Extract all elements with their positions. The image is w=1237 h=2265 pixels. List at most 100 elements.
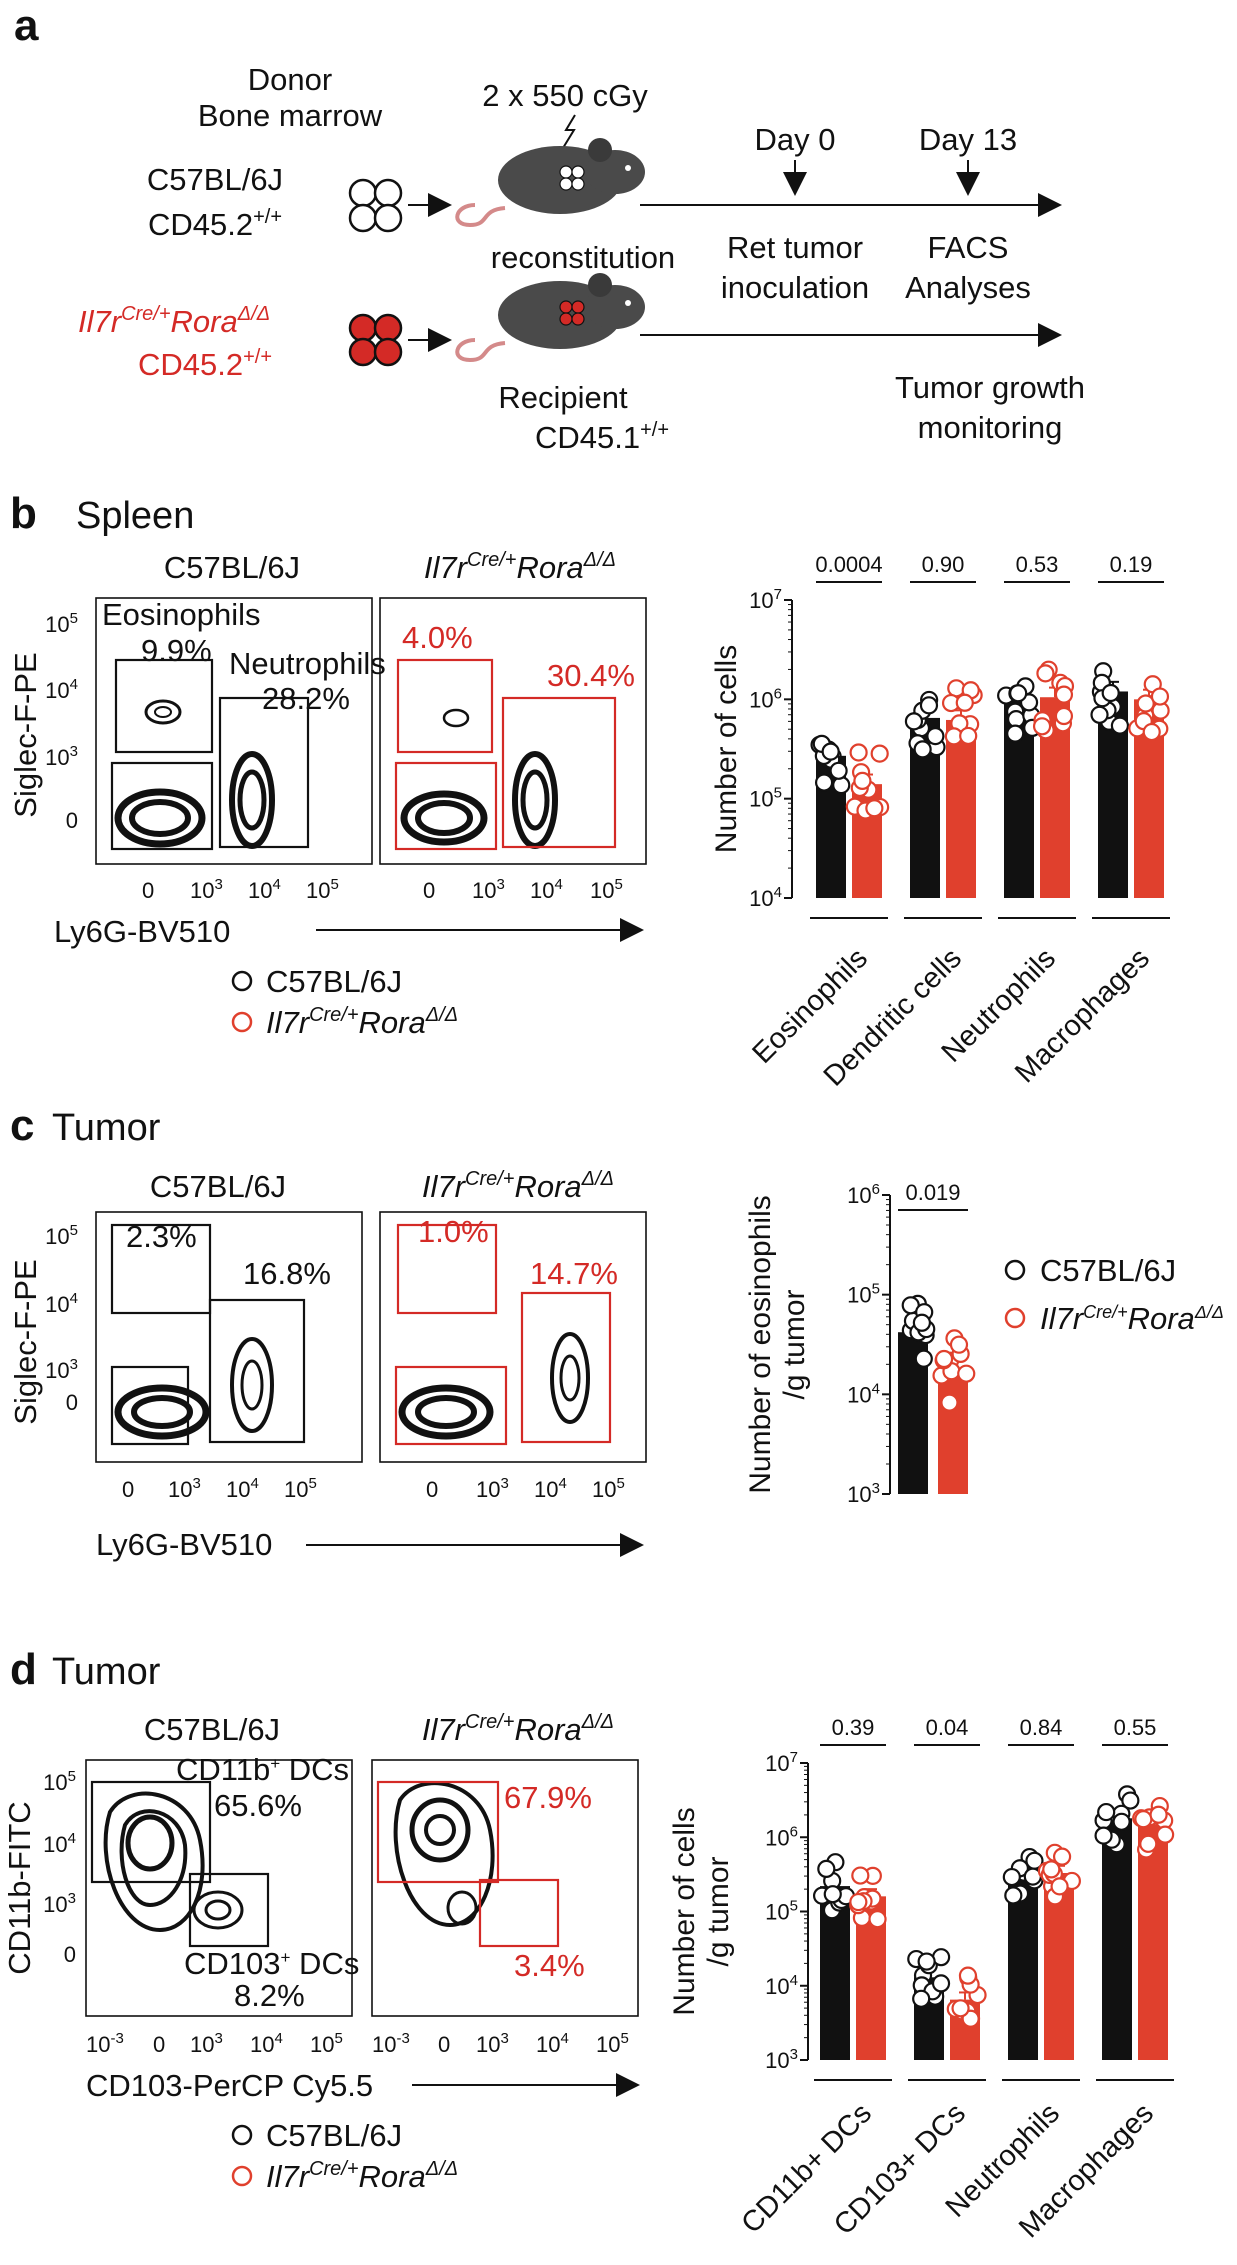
data-point xyxy=(1050,1877,1069,1896)
growth-label-2: monitoring xyxy=(918,410,1063,445)
pvalue-label: 0.019 xyxy=(905,1180,960,1205)
c-ylabel: Siglec-F-PE xyxy=(8,1259,43,1424)
c-wt-eos-gate xyxy=(110,1223,212,1315)
y-tick-label: 105 xyxy=(847,1281,880,1308)
data-point xyxy=(870,744,889,763)
c-wt-title: C57BL/6J xyxy=(150,1169,286,1204)
bar xyxy=(938,1371,968,1494)
donor-label-1: Donor xyxy=(248,62,332,97)
b-ytick: 104 xyxy=(45,676,78,703)
data-point xyxy=(1002,1867,1021,1887)
y-tick-label: 107 xyxy=(765,1749,798,1776)
data-point xyxy=(1090,705,1109,724)
b-ylabel: Siglec-F-PE xyxy=(8,652,43,817)
ret-label-1: Ret tumor xyxy=(727,230,863,265)
c-xtick: 105 xyxy=(592,1475,625,1502)
d-ko-cd11b-pct: 67.9% xyxy=(504,1780,592,1815)
y-axis-label: Number of eosinophils xyxy=(744,1195,777,1494)
b-ko-eos-pct: 4.0% xyxy=(402,620,473,655)
b-ytick: 105 xyxy=(45,610,78,637)
d-xtick: 10-3 xyxy=(86,2030,124,2057)
b-ko-contours xyxy=(400,708,558,849)
d-xticks: 10-3 0 103 104 105 10-3 0 103 104 105 xyxy=(86,2030,629,2057)
b-xtick: 104 xyxy=(530,876,563,903)
pvalue-label: 0.19 xyxy=(1110,552,1153,577)
d-ytick: 0 xyxy=(64,1942,76,1967)
d-ylabel: CD11b-FITC xyxy=(2,1801,37,1974)
d-ko-flow-frame xyxy=(371,1759,639,2017)
data-point xyxy=(1009,684,1028,703)
c-yticks: 105 104 103 0 xyxy=(45,1222,78,1415)
legend-ko-label: Il7rCre/+RoraΔ/Δ xyxy=(1040,1301,1224,1336)
c-xlabel: Ly6G-BV510 xyxy=(96,1527,272,1562)
c-wt-contours xyxy=(114,1337,274,1440)
pvalue-label: 0.90 xyxy=(922,552,965,577)
day0-label: Day 0 xyxy=(755,122,836,157)
data-point xyxy=(957,1364,976,1383)
panel-c-title: Tumor xyxy=(52,1107,161,1149)
c-xtick: 104 xyxy=(534,1475,567,1502)
y-axis-label: Number of cells xyxy=(710,645,743,853)
b-xtick: 104 xyxy=(248,876,281,903)
pvalue-label: 0.55 xyxy=(1114,1715,1157,1740)
d-wt-cd11b-pct: 65.6% xyxy=(214,1788,302,1823)
data-point xyxy=(917,1952,936,1971)
d-ko-cd103-gate xyxy=(478,1878,560,1948)
d-xtick: 105 xyxy=(310,2030,343,2057)
data-point xyxy=(912,1989,931,2008)
d-wt-cd103-pct: 8.2% xyxy=(234,1978,305,2013)
c-ko-flow-frame xyxy=(379,1211,647,1463)
panel-c: c Tumor C57BL/6J Il7rCre/+RoraΔ/Δ Siglec… xyxy=(8,1101,1224,1562)
data-point xyxy=(849,743,868,762)
y-tick-label: 106 xyxy=(749,685,782,712)
b-xticks: 0 103 104 105 0 103 104 105 xyxy=(142,876,623,903)
mouse-icon-top xyxy=(455,138,645,228)
wt-cells-icon xyxy=(348,178,403,233)
c-wt-eos-pct: 2.3% xyxy=(126,1219,197,1254)
d-xtick: 104 xyxy=(250,2030,283,2057)
c-xtick: 104 xyxy=(226,1475,259,1502)
data-point xyxy=(1136,694,1155,713)
y-tick-label: 106 xyxy=(765,1823,798,1850)
d-xtick: 10-3 xyxy=(372,2030,410,2057)
b-xtick: 0 xyxy=(423,878,435,903)
y-tick-label: 105 xyxy=(749,785,782,812)
c-xtick: 103 xyxy=(476,1475,509,1502)
b-wt-title: C57BL/6J xyxy=(164,550,300,585)
data-point xyxy=(851,1866,870,1885)
wt-marker: CD45.2+/+ xyxy=(148,206,282,242)
d-wt-cd11b-gate xyxy=(90,1780,212,1884)
c-xtick: 105 xyxy=(284,1475,317,1502)
data-point xyxy=(1032,717,1052,736)
growth-label-1: Tumor growth xyxy=(895,370,1085,405)
c-ko-neu-gate xyxy=(520,1291,612,1444)
legend-ko-label: Il7rCre/+RoraΔ/Δ xyxy=(266,2158,458,2194)
d-xtick: 104 xyxy=(536,2030,569,2057)
y-tick-label: 104 xyxy=(765,1972,798,1999)
c-xtick: 103 xyxy=(168,1475,201,1502)
data-point xyxy=(1036,664,1055,683)
facs-label-2: Analyses xyxy=(905,270,1031,305)
data-point xyxy=(1121,1791,1140,1810)
data-point xyxy=(931,1974,951,1993)
c-ko-low-gate xyxy=(394,1365,508,1446)
data-point xyxy=(1142,722,1161,742)
legend-wt-marker xyxy=(231,970,253,992)
b-ytick: 0 xyxy=(66,808,78,833)
d-wt-flow-frame xyxy=(85,1759,353,2017)
pvalue-label: 0.39 xyxy=(832,1715,875,1740)
bar xyxy=(1138,1824,1168,2060)
b-xtick: 0 xyxy=(142,878,154,903)
d-wt-cd103-gate xyxy=(188,1872,270,1948)
data-point xyxy=(1112,1812,1131,1831)
mouse-icon-bottom xyxy=(455,273,645,363)
b-ko-title: Il7rCre/+RoraΔ/Δ xyxy=(424,549,616,585)
data-point xyxy=(814,773,834,792)
b-xtick: 105 xyxy=(590,876,623,903)
c-ytick: 105 xyxy=(45,1222,78,1249)
data-point xyxy=(1101,683,1120,703)
d-wt-cd11b-name: CD11b+ DCs xyxy=(176,1752,349,1787)
data-point xyxy=(958,1966,978,1985)
